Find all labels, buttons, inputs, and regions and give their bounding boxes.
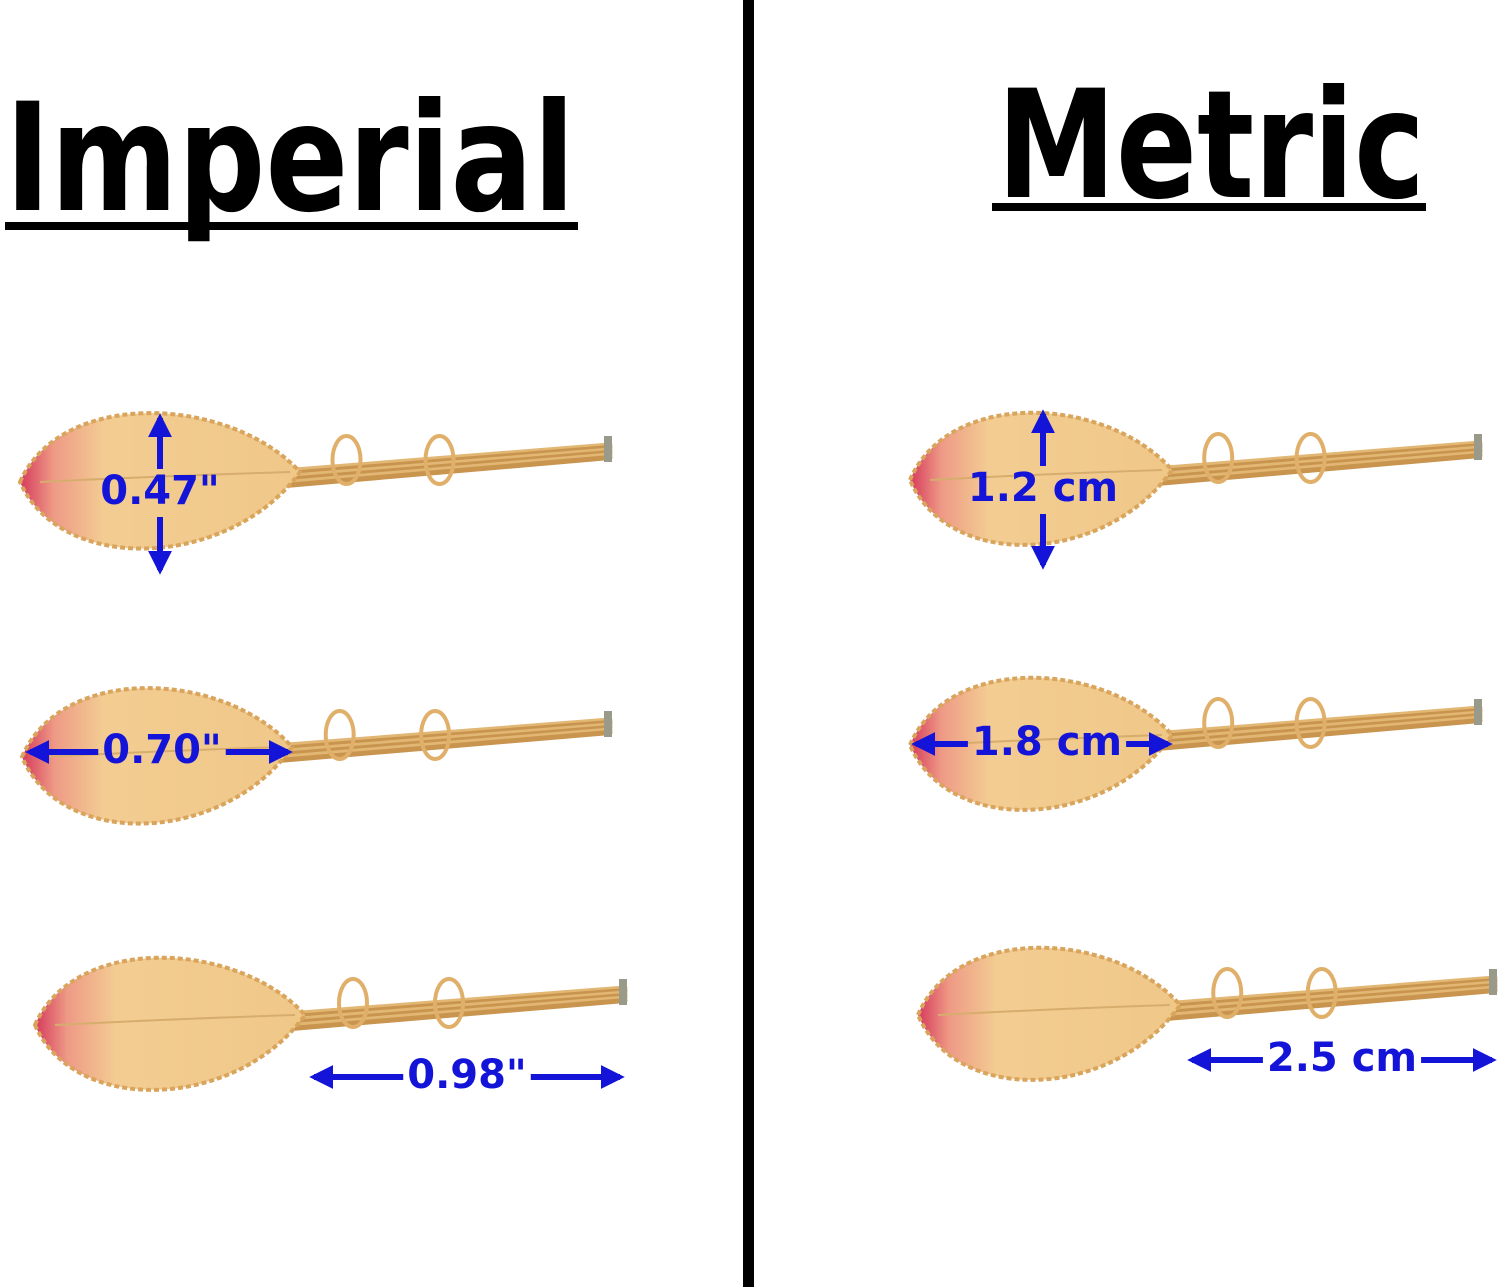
- stem-wire: [1119, 718, 1483, 755]
- stem-end: [619, 979, 627, 1005]
- title-underline: [5, 222, 578, 230]
- leaf-stem: [19, 686, 613, 826]
- stem-wire: [239, 725, 613, 761]
- stem-wrap: [330, 434, 363, 486]
- leaf-stem: [907, 410, 1483, 547]
- stem-wire: [1119, 705, 1483, 740]
- stem-wire: [247, 452, 613, 489]
- stem-wire: [1127, 988, 1498, 1025]
- stem-wire: [1127, 978, 1498, 1013]
- stem-end: [604, 711, 612, 737]
- panel-title: Imperial: [5, 72, 575, 246]
- stem-wire: [1119, 445, 1483, 481]
- leaf-vein: [937, 1004, 1171, 1016]
- stem-wire: [247, 442, 613, 477]
- stem-wrap: [1294, 697, 1327, 749]
- leaf-vein: [54, 1014, 296, 1026]
- stem-wire: [1119, 453, 1483, 490]
- stem-wire: [1119, 708, 1483, 743]
- stem-wrap: [1202, 432, 1235, 484]
- stem-wire: [239, 722, 613, 758]
- stem-wire: [1119, 450, 1483, 487]
- stem-wire: [1127, 980, 1498, 1016]
- leaf-stem: [32, 955, 628, 1092]
- stem-wrap: [419, 709, 452, 761]
- stem-wire: [1119, 443, 1483, 478]
- stem-wire: [1119, 713, 1483, 749]
- measurement-label: 0.98": [407, 1052, 527, 1098]
- leaf-vein: [929, 469, 1163, 481]
- title-underline: [992, 203, 1426, 211]
- measurement-label: 0.70": [102, 727, 222, 773]
- stem-wire: [1127, 983, 1498, 1019]
- leaf: [17, 411, 303, 551]
- stem-wire: [247, 455, 613, 492]
- stem-wire: [1119, 715, 1483, 752]
- leaf-stem: [17, 411, 613, 551]
- stem-wrap: [323, 709, 356, 761]
- stem-wrap: [1202, 697, 1235, 749]
- stem-wire: [1127, 975, 1498, 1010]
- stem-wire: [239, 717, 613, 752]
- stem-wire: [252, 998, 628, 1035]
- leaf-vein: [41, 746, 283, 758]
- measurement-label: 1.8 cm: [972, 719, 1122, 765]
- stem-wire: [247, 450, 613, 486]
- leaf: [915, 945, 1183, 1082]
- stem-wire: [1127, 985, 1498, 1022]
- stem-end: [1489, 969, 1497, 995]
- stem-wrap: [433, 977, 465, 1029]
- stem-wire: [252, 985, 628, 1020]
- leaf-stem: [907, 675, 1483, 812]
- stem-wire: [247, 445, 613, 480]
- leaf: [32, 955, 308, 1092]
- stem-wire: [252, 993, 628, 1029]
- stem-wrap: [1294, 432, 1327, 484]
- stem-wrap: [1305, 967, 1338, 1019]
- leaf-stem: [915, 945, 1498, 1082]
- stem-wire: [247, 447, 613, 483]
- divider: [743, 0, 754, 1287]
- stem-wire: [252, 995, 628, 1032]
- stem-end: [1474, 699, 1482, 725]
- stem-wire: [1119, 440, 1483, 475]
- leaf: [907, 675, 1175, 812]
- leaf: [907, 410, 1175, 547]
- stem-wrap: [423, 434, 456, 486]
- stem-wire: [239, 720, 613, 755]
- stem-wrap: [1211, 967, 1244, 1019]
- stem-wire: [1119, 448, 1483, 484]
- stem-end: [1474, 434, 1482, 460]
- stem-wrap: [337, 977, 369, 1029]
- stem-wire: [252, 988, 628, 1023]
- measurement-label: 2.5 cm: [1267, 1035, 1417, 1081]
- measurement-label: 1.2 cm: [968, 465, 1118, 511]
- measurement-label: 0.47": [100, 468, 220, 514]
- stem-wire: [252, 990, 628, 1026]
- stem-wire: [239, 727, 613, 764]
- stem-wire: [239, 730, 613, 767]
- stem-end: [604, 436, 612, 462]
- stem-wire: [1119, 710, 1483, 746]
- leaf-vein: [39, 471, 291, 483]
